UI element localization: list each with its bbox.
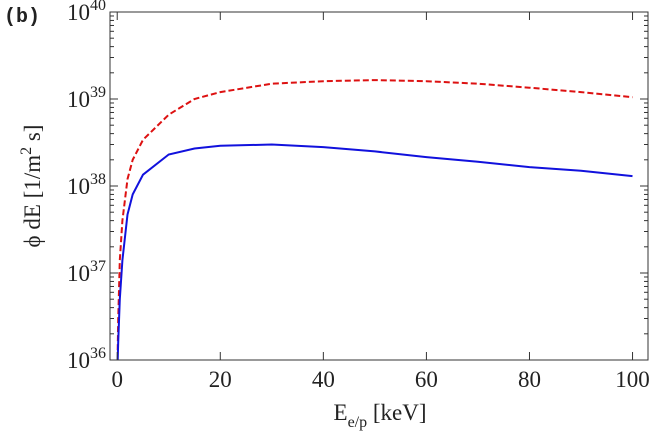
y-tick-label: 1036: [67, 345, 106, 373]
x-tick-label: 80: [518, 367, 541, 392]
y-tick-base: 10: [67, 0, 90, 25]
y-label-sup: 2: [18, 147, 35, 155]
y-tick-exp: 37: [90, 258, 106, 275]
y-axis-label: ϕ dE [1/m2 s]: [18, 125, 45, 248]
y-tick-label: 1040: [67, 0, 106, 25]
x-label-main: E: [334, 400, 348, 425]
x-axis-label: Ee/p [keV]: [334, 400, 427, 431]
y-tick-base: 10: [67, 87, 90, 112]
y-tick-exp: 39: [90, 84, 106, 101]
plot-frame: [109, 11, 649, 361]
x-label-sub: e/p: [348, 414, 368, 431]
y-tick-label: 1038: [67, 171, 106, 199]
plot-area: [116, 79, 633, 360]
x-tick-label: 40: [312, 367, 335, 392]
series-line: [116, 143, 633, 360]
y-tick-exp: 36: [90, 345, 106, 362]
x-tick-label: 60: [415, 367, 438, 392]
y-tick-base: 10: [67, 261, 90, 286]
series-line: [116, 79, 633, 351]
y-label-unit: s]: [20, 125, 45, 147]
x-tick-label: 20: [209, 367, 232, 392]
y-label-main: ϕ dE [1/m: [20, 155, 45, 248]
x-tick-label: 100: [615, 367, 650, 392]
x-tick-label: 0: [111, 367, 123, 392]
y-tick-exp: 40: [90, 0, 106, 14]
y-tick-label: 1037: [67, 258, 106, 286]
y-tick-label: 1039: [67, 84, 106, 112]
panel-label: (b): [4, 6, 40, 29]
y-tick-base: 10: [67, 348, 90, 373]
x-label-unit: [keV]: [367, 400, 426, 425]
y-tick-base: 10: [67, 174, 90, 199]
y-tick-exp: 38: [90, 171, 106, 188]
